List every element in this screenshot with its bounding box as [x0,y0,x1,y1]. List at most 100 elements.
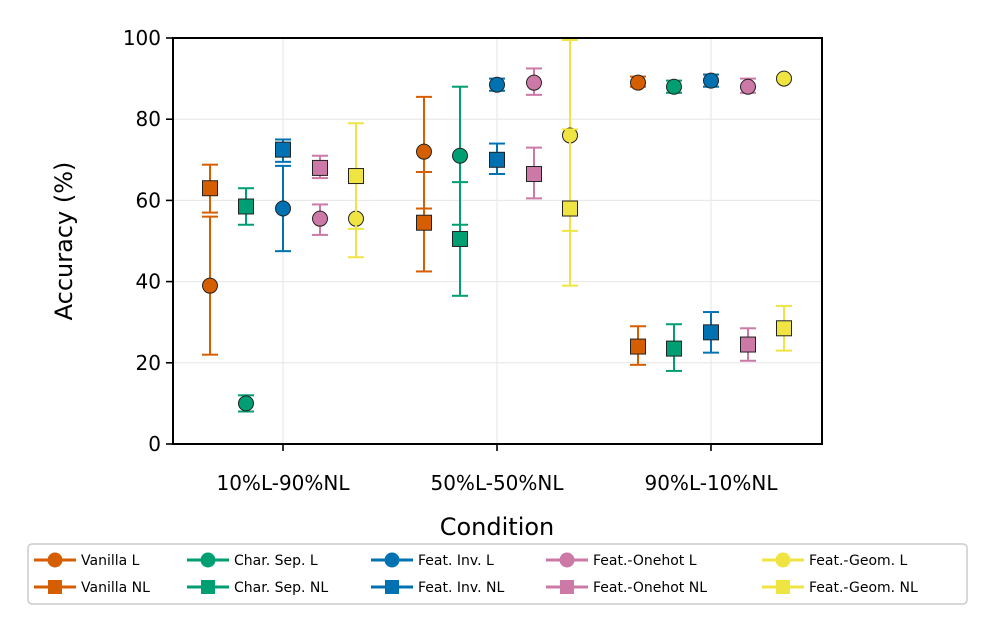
data-point-vanilla-l [416,143,432,160]
x-axis-title: Condition [440,513,555,541]
data-point-feat-inv-l [489,76,505,93]
data-point-feat-onehot-l [740,78,756,95]
data-point-group-char-sep-nl [666,323,682,372]
legend-marker [201,580,215,594]
data-point-group-feat-onehot-nl [740,327,756,362]
data-point-group-feat-onehot-l [526,67,542,96]
legend-label: Feat.-Onehot NL [593,580,707,596]
legend-entry-feat-geom-l: Feat.-Geom. L [762,552,908,569]
data-point-feat-inv-nl [489,151,505,168]
data-point-feat-onehot-l [526,74,542,91]
data-point-feat-onehot-nl [740,336,756,353]
data-point-feat-onehot-nl [312,159,328,176]
data-point-group-feat-geom-nl [562,128,578,287]
grid-layer [173,37,822,445]
data-point-group-vanilla-l [202,215,218,356]
x-tick-label: 10%L-90%NL [216,471,350,495]
data-point-feat-onehot-l [312,210,328,227]
legend-marker [776,580,790,594]
legend-label: Feat.-Geom. L [809,553,908,569]
data-point-group-feat-inv-l [489,76,505,93]
data-point-feat-onehot-nl [526,166,542,183]
data-point-group-vanilla-nl [630,325,646,366]
legend-entry-char-sep-l: Char. Sep. L [187,552,318,569]
legend-entry-feat-geom-nl: Feat.-Geom. NL [762,580,918,596]
legend-marker [200,552,216,568]
legend-label: Char. Sep. L [234,553,318,569]
axis-layer: 0 20 40 60 80 100 10%L-90%NL 50%L-50%NL 90%L-10%… [123,26,779,495]
x-tick-label: 90%L-10%NL [644,471,778,495]
data-point-feat-inv-nl [275,141,291,158]
legend-label: Vanilla L [81,553,140,569]
y-tick-label: 60 [136,188,161,212]
y-tick-label: 20 [136,351,161,375]
legend-entry-feat-onehot-nl: Feat.-Onehot NL [546,580,707,596]
legend-label: Feat. Inv. L [418,553,494,569]
y-tick-label: 100 [123,26,161,50]
data-point-group-feat-geom-nl [348,122,364,230]
y-tick-label: 80 [136,107,161,131]
data-point-group-vanilla-nl [416,170,432,273]
data-point-group-feat-geom-l [776,70,792,87]
data-point-group-feat-onehot-nl [312,154,328,180]
data-point-group-feat-inv-l [703,72,719,89]
legend-marker [48,580,62,594]
data-point-char-sep-l [666,78,682,95]
data-point-vanilla-nl [416,214,432,231]
legend-entry-vanilla-l: Vanilla L [34,552,140,569]
legend-label: Feat. Inv. NL [418,580,504,596]
data-point-vanilla-nl [630,338,646,355]
legend-entry-vanilla-nl: Vanilla NL [34,580,150,596]
data-point-char-sep-nl [452,230,468,247]
data-point-group-char-sep-nl [452,181,468,297]
x-tick-label: 50%L-50%NL [430,471,564,495]
legend-label: Char. Sep. NL [234,580,328,596]
legend-marker [47,552,63,568]
data-point-char-sep-nl [238,198,254,215]
legend-entry-feat-onehot-l: Feat.-Onehot L [546,552,697,569]
legend-entry-char-sep-nl: Char. Sep. NL [187,580,328,596]
data-point-feat-geom-nl [776,320,792,337]
data-point-feat-inv-nl [703,324,719,341]
data-point-char-sep-nl [666,340,682,357]
legend-label: Vanilla NL [81,580,150,596]
data-point-feat-geom-nl [562,200,578,217]
data-point-group-feat-onehot-l [740,77,756,95]
data-point-group-feat-inv-nl [703,311,719,354]
data-point-vanilla-l [202,277,218,294]
y-tick-label: 40 [136,270,161,294]
data-point-char-sep-l [238,395,254,412]
data-point-group-char-sep-l [666,78,682,95]
data-point-feat-geom-nl [348,168,364,185]
legend-marker [560,580,574,594]
data-point-feat-geom-l [776,70,792,87]
data-point-group-vanilla-l [630,74,646,91]
data-point-group-vanilla-nl [202,163,218,214]
data-point-group-feat-inv-l [275,164,291,253]
data-point-group-char-sep-l [238,394,254,413]
y-tick-label: 0 [148,432,161,456]
data-point-group-feat-onehot-nl [526,146,542,200]
legend-label: Feat.-Onehot L [593,553,697,569]
legend-marker [384,552,400,568]
data-point-vanilla-nl [202,180,218,197]
data-point-group-feat-geom-nl [776,304,792,352]
legend-marker [559,552,575,568]
data-point-group-feat-inv-nl [489,142,505,176]
data-point-group-char-sep-nl [238,187,254,226]
data-point-feat-inv-l [275,200,291,217]
legend-entry-feat-inv-nl: Feat. Inv. NL [371,580,504,596]
legend-marker [385,580,399,594]
legend-frame [27,543,968,605]
legend-marker [775,552,791,568]
legend-entry-feat-inv-l: Feat. Inv. L [371,552,494,569]
data-point-group-feat-inv-nl [275,138,291,163]
y-axis-title: Accuracy (%) [50,162,78,321]
legend: Vanilla L Vanilla NL Char. Sep. L Char. Sep… [27,543,968,605]
data-point-feat-inv-l [703,72,719,89]
data-point-char-sep-l [452,147,468,164]
data-layer [202,39,792,413]
legend-label: Feat.-Geom. NL [809,580,918,596]
data-point-group-feat-onehot-l [312,203,328,236]
